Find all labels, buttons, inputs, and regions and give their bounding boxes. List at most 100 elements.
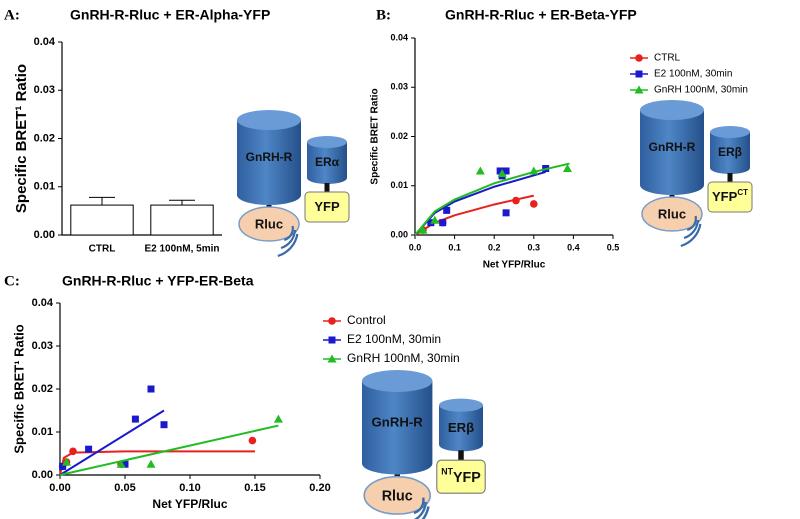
donor bbox=[641, 196, 703, 232]
donor-label: Rluc bbox=[255, 216, 283, 231]
point bbox=[496, 167, 504, 175]
point bbox=[418, 225, 428, 234]
acceptor-label: YFP bbox=[314, 199, 340, 214]
chart-title: GnRH-R-Rluc + ER-Alpha-YFP bbox=[70, 7, 270, 23]
y-axis-label: Specific BRET¹ Ratio bbox=[11, 324, 26, 453]
bar bbox=[150, 204, 214, 236]
y-tick-label: 0.00 bbox=[390, 229, 408, 239]
point bbox=[248, 436, 257, 445]
fit-curve bbox=[59, 424, 279, 476]
er-label: ERβ bbox=[448, 420, 474, 435]
x-tick-label: 0.00 bbox=[49, 482, 70, 494]
point bbox=[328, 317, 336, 325]
acceptor-text: YFP bbox=[453, 470, 481, 486]
y-tick-label: 0.04 bbox=[34, 36, 56, 48]
legend-label: E2 100nM, 30min bbox=[654, 69, 732, 80]
acceptor-sup: CT bbox=[737, 188, 748, 197]
er-body bbox=[307, 142, 347, 184]
schematic: GnRH-R Rluc ERβ NTYFP bbox=[362, 370, 486, 519]
receptor-body bbox=[362, 381, 433, 475]
panel-label: B: bbox=[376, 7, 391, 23]
point bbox=[439, 219, 447, 227]
y-axis-label: Specific BRET Ratio bbox=[370, 88, 381, 184]
schematic: GnRH-R Rluc ERβ YFPCT bbox=[640, 100, 753, 248]
schematic: GnRH-R Rluc ERα YFP bbox=[237, 110, 350, 258]
acceptor-text: YFP bbox=[712, 189, 738, 204]
point bbox=[502, 167, 510, 175]
receptor-top bbox=[640, 100, 704, 120]
chart-title: GnRH-R-Rluc + YFP-ER-Beta bbox=[62, 273, 254, 289]
fit-curve bbox=[414, 194, 535, 236]
fit-curve bbox=[414, 170, 546, 236]
point bbox=[131, 415, 139, 423]
point bbox=[530, 200, 538, 208]
transfer-arc bbox=[680, 223, 702, 248]
er-top bbox=[307, 136, 347, 148]
transfer-arc bbox=[277, 233, 299, 258]
legend-marker bbox=[634, 85, 644, 94]
point bbox=[62, 457, 71, 466]
x-tick-label: 0.1 bbox=[448, 242, 461, 252]
point bbox=[273, 414, 283, 423]
x-tick-label: 0.10 bbox=[179, 482, 200, 494]
point bbox=[147, 385, 155, 393]
er-label: ERα bbox=[315, 155, 340, 169]
er-label: ERβ bbox=[718, 145, 742, 159]
legend-label: Control bbox=[347, 313, 386, 327]
acceptor-text: YFP bbox=[314, 199, 340, 214]
point bbox=[475, 166, 485, 175]
y-axis-label: Specific BRET¹ Ratio bbox=[13, 64, 30, 213]
y-tick-label: 0.04 bbox=[390, 32, 408, 42]
legend-marker bbox=[635, 54, 643, 62]
acceptor bbox=[707, 181, 753, 213]
er-body bbox=[710, 132, 750, 174]
receptor-top bbox=[362, 370, 433, 392]
point bbox=[634, 85, 644, 94]
acceptor-label: NTYFP bbox=[441, 467, 481, 486]
transfer-arc bbox=[413, 497, 425, 515]
receptor-body bbox=[237, 120, 301, 205]
acceptor bbox=[304, 191, 350, 223]
transfer-arc bbox=[413, 501, 428, 519]
donor-label: Rluc bbox=[382, 488, 413, 504]
acceptor-label: YFPCT bbox=[712, 188, 748, 204]
transfer-arc bbox=[421, 506, 430, 519]
point bbox=[443, 206, 451, 214]
transfer-arc bbox=[683, 219, 700, 240]
y-tick-label: 0.00 bbox=[32, 469, 53, 481]
point bbox=[69, 447, 77, 456]
er-body bbox=[439, 405, 483, 452]
point bbox=[146, 459, 156, 468]
y-tick-label: 0.03 bbox=[390, 82, 408, 92]
acceptor bbox=[436, 459, 486, 494]
legend-label: GnRH 100nM, 30min bbox=[654, 85, 748, 96]
x-tick-label: 0.2 bbox=[488, 242, 501, 252]
x-tick-label: E2 100nM, 5min bbox=[144, 244, 219, 255]
er-top bbox=[439, 398, 483, 412]
y-tick-label: 0.00 bbox=[34, 229, 55, 241]
receptor-label: GnRH-R bbox=[246, 150, 293, 164]
legend-marker bbox=[635, 70, 643, 78]
point bbox=[497, 168, 507, 177]
fit-curve bbox=[59, 409, 165, 476]
transfer-arc bbox=[283, 225, 294, 242]
donor-label: Rluc bbox=[658, 206, 686, 221]
receptor-top bbox=[237, 110, 301, 130]
legend-label: GnRH 100nM, 30min bbox=[347, 351, 460, 365]
point bbox=[562, 164, 572, 173]
receptor-label: GnRH-R bbox=[649, 140, 696, 154]
er-top bbox=[710, 126, 750, 138]
point bbox=[116, 459, 126, 468]
point bbox=[635, 70, 643, 78]
panel-label: C: bbox=[4, 273, 20, 289]
point bbox=[160, 421, 168, 429]
fit-curve bbox=[59, 450, 255, 476]
point bbox=[121, 460, 129, 468]
x-axis-label: Net YFP/Rluc bbox=[483, 260, 546, 271]
donor bbox=[238, 206, 300, 242]
transfer-arc bbox=[686, 215, 697, 232]
legend-label: E2 100nM, 30min bbox=[347, 332, 441, 346]
y-tick-label: 0.03 bbox=[32, 340, 53, 352]
point bbox=[512, 196, 520, 205]
